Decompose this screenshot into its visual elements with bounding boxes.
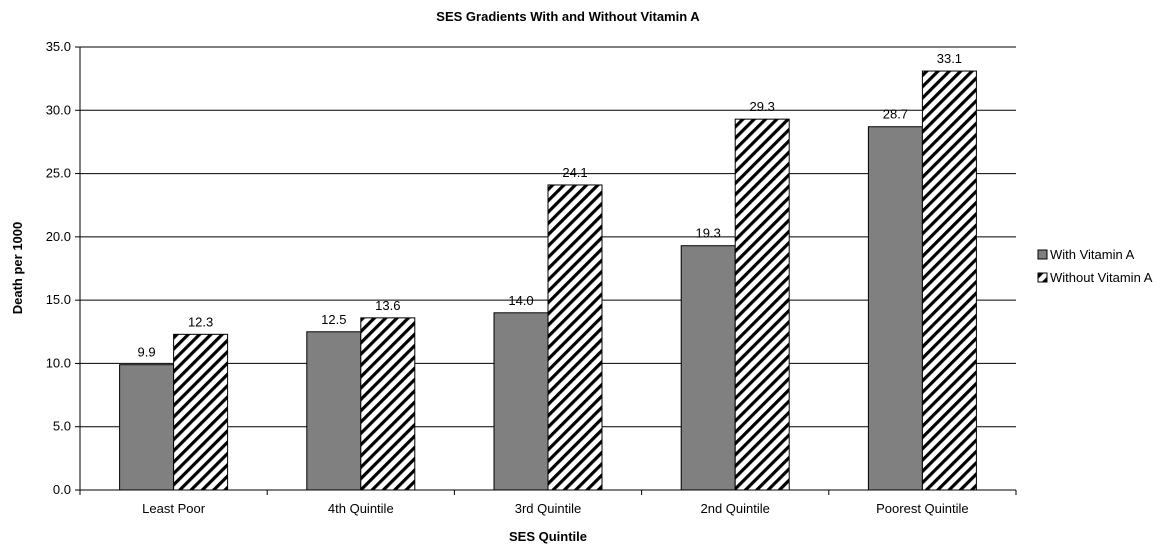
bar-without-vitamin-a: [921, 70, 977, 491]
x-tick-label: Poorest Quintile: [876, 501, 969, 516]
x-tick-label: 3rd Quintile: [515, 501, 581, 516]
data-label: 28.7: [883, 107, 908, 122]
y-tick-label: 0.0: [53, 482, 71, 497]
y-axis-title: Death per 1000: [10, 222, 25, 315]
y-axis-ticks: 0.0 5.0 10.0 15.0 20.0 25.0 30.0 35.0: [46, 39, 80, 497]
data-label: 13.6: [375, 298, 400, 313]
bar-with-vitamin-a: [493, 312, 549, 491]
y-tick-label: 15.0: [46, 292, 71, 307]
data-label: 12.3: [188, 314, 213, 329]
chart-title: SES Gradients With and Without Vitamin A: [436, 9, 700, 24]
legend-label-with-vitamin-a: With Vitamin A: [1050, 247, 1135, 262]
data-label: 29.3: [750, 99, 775, 114]
bar-series: [119, 70, 977, 491]
data-label: 14.0: [508, 293, 533, 308]
bar-without-vitamin-a: [734, 118, 790, 491]
data-label: 12.5: [321, 312, 346, 327]
x-tick-label: 2nd Quintile: [701, 501, 770, 516]
x-tick-label: 4th Quintile: [328, 501, 394, 516]
x-axis-ticks: Least Poor 4th Quintile 3rd Quintile 2nd Qu…: [79, 490, 1017, 516]
legend: With Vitamin A Without Vitamin A: [1037, 247, 1153, 285]
legend-swatch-without-vitamin-a: [1037, 272, 1048, 283]
y-tick-label: 20.0: [46, 229, 71, 244]
bar-without-vitamin-a: [547, 184, 603, 491]
y-tick-label: 5.0: [53, 419, 71, 434]
y-tick-label: 10.0: [46, 355, 71, 370]
bar-without-vitamin-a: [173, 333, 229, 491]
legend-label-without-vitamin-a: Without Vitamin A: [1050, 270, 1153, 285]
y-tick-label: 35.0: [46, 39, 71, 54]
data-label: 33.1: [937, 51, 962, 66]
data-labels: 9.9 12.3 12.5 13.6 14.0 24.1 19.3 29.3 28.7 33.1: [138, 51, 962, 360]
bar-with-vitamin-a: [680, 245, 736, 491]
data-label: 9.9: [138, 345, 156, 360]
legend-swatch-with-vitamin-a: [1037, 249, 1048, 260]
bar-with-vitamin-a: [306, 331, 362, 491]
data-label: 24.1: [562, 165, 587, 180]
x-tick-label: Least Poor: [142, 501, 206, 516]
bar-with-vitamin-a: [119, 364, 175, 491]
x-axis-title: SES Quintile: [509, 529, 587, 544]
bar-without-vitamin-a: [360, 317, 416, 491]
y-tick-label: 30.0: [46, 102, 71, 117]
data-label: 19.3: [696, 226, 721, 241]
y-tick-label: 25.0: [46, 166, 71, 181]
bar-with-vitamin-a: [867, 126, 923, 491]
